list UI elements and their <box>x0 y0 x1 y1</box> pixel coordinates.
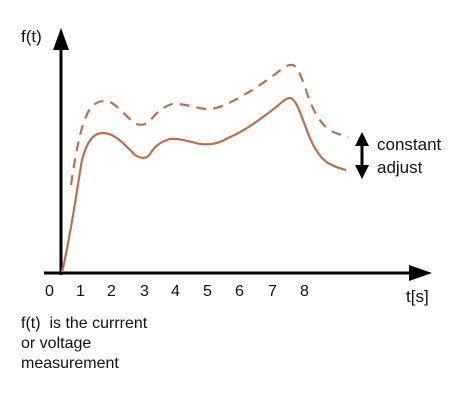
tick-label-4: 4 <box>171 283 180 300</box>
tick-label-8: 8 <box>300 283 309 300</box>
y-axis-label: f(t) <box>21 27 42 46</box>
origin-label: 0 <box>45 283 54 300</box>
adjusted-curve <box>69 63 349 186</box>
tick-label-7: 7 <box>268 283 277 300</box>
tick-label-5: 5 <box>203 283 212 300</box>
note-line-1: f(t) is the currrent <box>21 315 148 332</box>
adjust-double-arrow-icon <box>355 132 369 179</box>
note-line-2: or voltage <box>21 335 92 352</box>
x-axis-arrowhead <box>409 265 432 281</box>
annotation-constant: constant <box>377 135 442 154</box>
tick-label-1: 1 <box>76 283 85 300</box>
measurement-curve <box>60 96 347 273</box>
tick-label-6: 6 <box>235 283 244 300</box>
tick-label-2: 2 <box>107 283 116 300</box>
measurement-note: f(t) is the currrent or voltage measurem… <box>21 314 147 374</box>
x-axis-label: t[s] <box>406 287 429 306</box>
y-axis-arrowhead <box>53 28 69 50</box>
annotation-adjust: adjust <box>377 158 423 177</box>
note-line-3: measurement <box>21 355 119 372</box>
tick-label-3: 3 <box>140 283 149 300</box>
